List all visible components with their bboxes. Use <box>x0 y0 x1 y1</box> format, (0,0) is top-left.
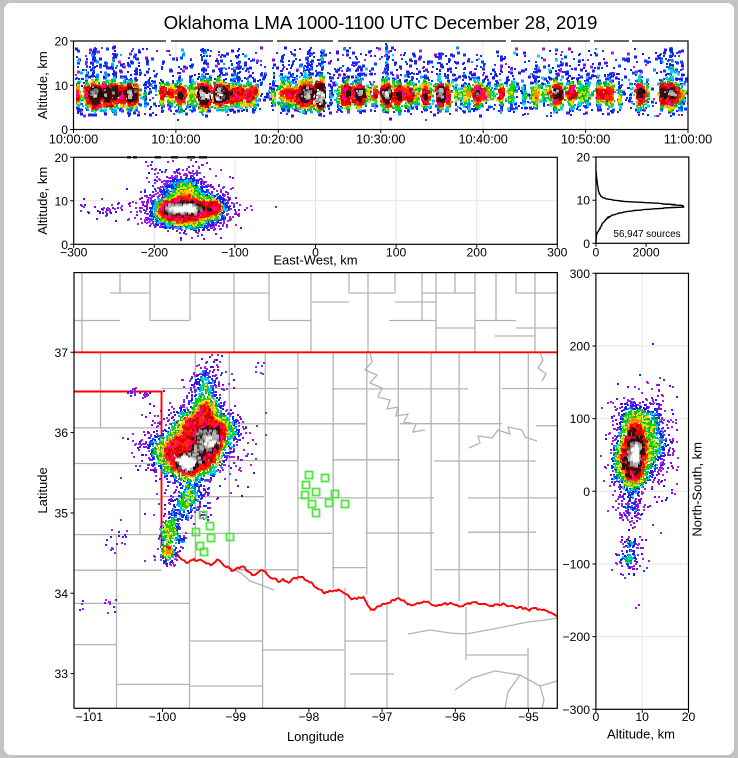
svg-text:10:30:00: 10:30:00 <box>356 133 405 147</box>
svg-text:−300: −300 <box>563 703 591 717</box>
svg-text:10:20:00: 10:20:00 <box>254 133 303 147</box>
svg-text:37: 37 <box>54 346 68 360</box>
svg-text:20: 20 <box>682 710 696 724</box>
svg-text:300: 300 <box>547 246 568 260</box>
svg-text:20: 20 <box>54 151 68 165</box>
svg-text:0: 0 <box>61 123 68 137</box>
svg-text:East-West, km: East-West, km <box>273 253 357 268</box>
svg-text:−100: −100 <box>221 246 249 260</box>
svg-text:Altitude, km: Altitude, km <box>607 727 675 742</box>
svg-text:0: 0 <box>593 246 600 260</box>
svg-text:10: 10 <box>635 710 649 724</box>
svg-text:35: 35 <box>54 506 68 520</box>
svg-text:300: 300 <box>570 267 591 281</box>
svg-text:10:50:00: 10:50:00 <box>561 133 610 147</box>
svg-text:100: 100 <box>386 246 407 260</box>
svg-text:10:40:00: 10:40:00 <box>458 133 507 147</box>
svg-text:33: 33 <box>54 667 68 681</box>
svg-text:Altitude, km: Altitude, km <box>35 51 50 119</box>
svg-text:0: 0 <box>593 710 600 724</box>
svg-text:10:10:00: 10:10:00 <box>151 133 200 147</box>
svg-text:−300: −300 <box>60 246 88 260</box>
svg-text:11:00:00: 11:00:00 <box>664 133 712 147</box>
svg-text:0: 0 <box>312 246 319 260</box>
svg-text:−96: −96 <box>445 710 466 724</box>
svg-text:−95: −95 <box>518 710 539 724</box>
svg-text:20: 20 <box>54 35 68 49</box>
svg-text:100: 100 <box>570 412 591 426</box>
svg-text:−99: −99 <box>225 710 246 724</box>
svg-text:North-South, km: North-South, km <box>690 442 705 537</box>
svg-text:0: 0 <box>61 238 68 252</box>
svg-text:Oklahoma LMA 1000-1100 UTC Dec: Oklahoma LMA 1000-1100 UTC December 28, … <box>164 12 598 33</box>
svg-text:200: 200 <box>467 246 488 260</box>
svg-text:−200: −200 <box>141 246 169 260</box>
svg-text:200: 200 <box>570 339 591 353</box>
svg-text:56,947 sources: 56,947 sources <box>614 229 681 240</box>
svg-text:−200: −200 <box>563 630 591 644</box>
svg-text:−100: −100 <box>563 557 591 571</box>
svg-text:−100: −100 <box>149 710 177 724</box>
svg-text:0: 0 <box>583 485 590 499</box>
svg-text:Latitude: Latitude <box>35 467 50 513</box>
svg-text:Altitude, km: Altitude, km <box>35 167 50 235</box>
svg-text:34: 34 <box>54 587 68 601</box>
svg-text:10:00:00: 10:00:00 <box>49 133 98 147</box>
svg-text:0: 0 <box>583 237 590 251</box>
svg-text:−101: −101 <box>76 710 104 724</box>
svg-text:Longitude: Longitude <box>287 729 344 744</box>
svg-text:−98: −98 <box>299 710 320 724</box>
svg-text:10: 10 <box>54 79 68 93</box>
svg-text:10: 10 <box>54 194 68 208</box>
svg-text:10: 10 <box>576 194 590 208</box>
svg-text:36: 36 <box>54 426 68 440</box>
svg-text:20: 20 <box>576 151 590 165</box>
svg-text:2000: 2000 <box>633 246 660 260</box>
svg-text:−97: −97 <box>372 710 393 724</box>
